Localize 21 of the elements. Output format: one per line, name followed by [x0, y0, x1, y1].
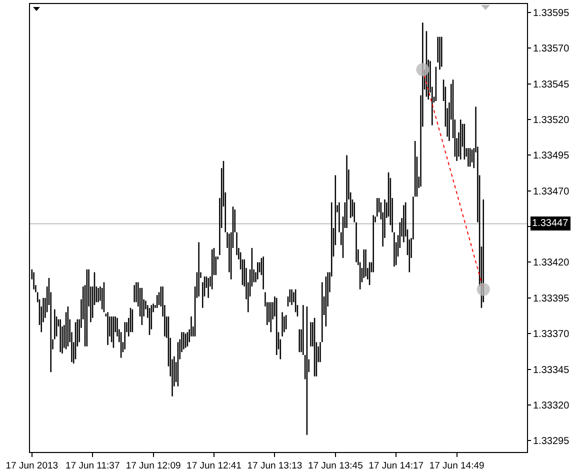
x-tick-label: 17 Jun 12:41: [186, 460, 242, 471]
y-tick-label: 1.33320: [533, 400, 570, 412]
y-tick-label: 1.33570: [533, 44, 570, 55]
y-tick-label: 1.33370: [533, 329, 570, 340]
x-tick-label: 17 Jun 2013: [6, 460, 58, 471]
x-tick-label: 17 Jun 13:45: [308, 460, 363, 471]
x-tick-label: 17 Jun 14:49: [429, 460, 484, 471]
x-tick-label: 17 Jun 12:09: [126, 460, 181, 471]
y-tick-label: 1.33595: [533, 8, 570, 20]
y-tick-label: 1.33295: [533, 436, 570, 448]
x-tick-label: 17 Jun 13:13: [247, 460, 302, 471]
x-tick-label: 17 Jun 11:37: [65, 460, 120, 471]
y-tick-label: 1.33495: [533, 150, 570, 162]
y-tick-label: 1.33520: [533, 115, 570, 126]
y-tick-label: 1.33345: [533, 364, 570, 376]
ref-line-label: 1.33447: [532, 218, 569, 229]
y-tick-label: 1.33470: [533, 186, 570, 198]
y-tick-label: 1.33545: [533, 79, 570, 90]
y-tick-label: 1.33420: [533, 258, 570, 269]
x-tick-label: 17 Jun 14:17: [368, 460, 424, 471]
y-tick-label: 1.33395: [533, 293, 570, 304]
